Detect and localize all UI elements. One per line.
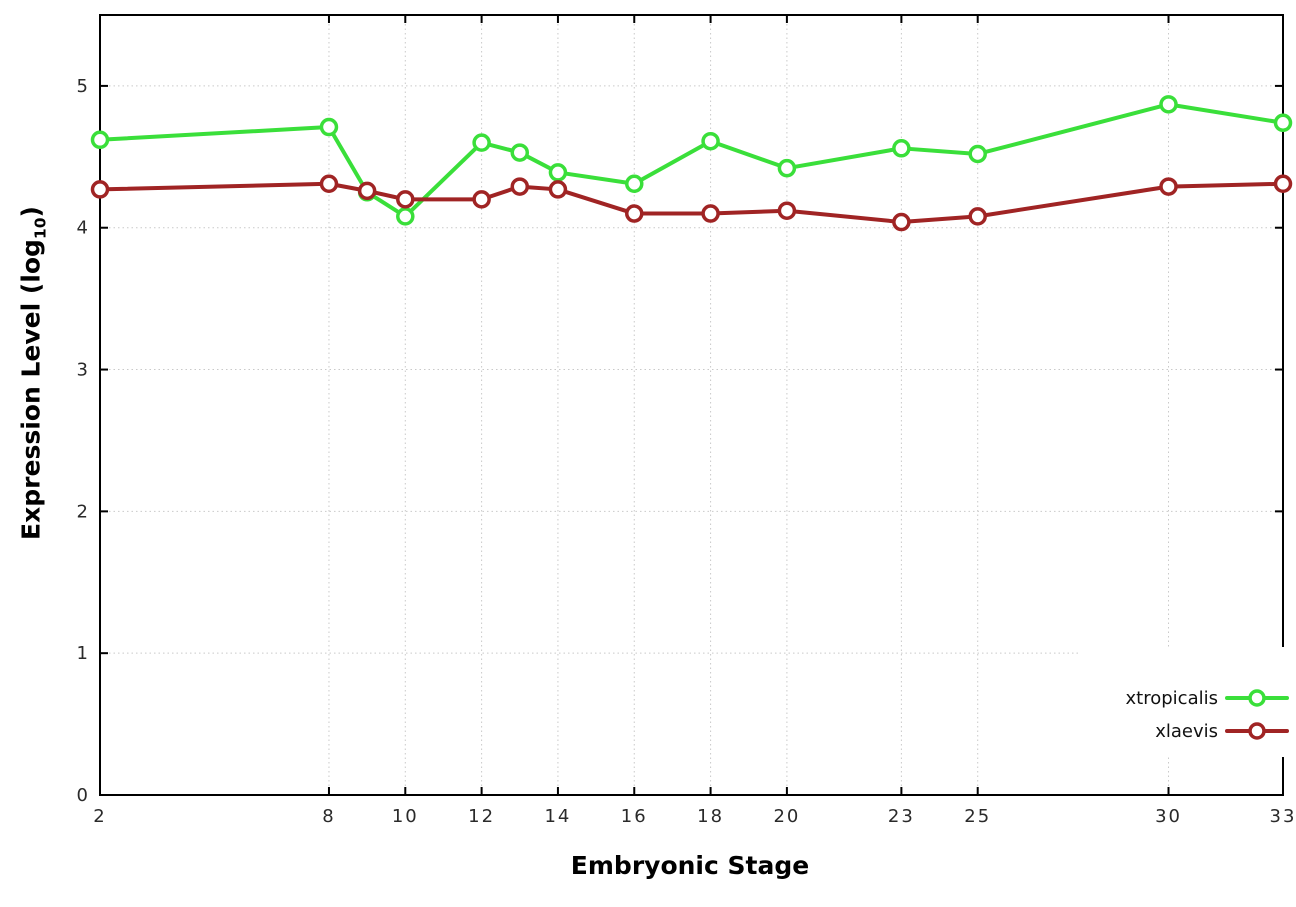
svg-text:16: 16 [621,806,648,827]
y-axis-label-text: Expression Level (log [16,239,46,540]
y-axis-label-close: ) [16,206,46,218]
svg-text:5: 5 [77,76,88,97]
svg-text:12: 12 [468,806,495,827]
svg-text:14: 14 [544,806,571,827]
x-axis-label: Embryonic Stage [570,851,810,880]
svg-text:23: 23 [888,806,915,827]
legend-line-marker-xlaevis [1225,722,1289,740]
svg-text:1: 1 [77,643,88,664]
svg-text:0: 0 [77,785,88,806]
svg-text:4: 4 [77,218,88,239]
legend: xtropicalis xlaevis [1078,647,1291,757]
legend-item-xlaevis: xlaevis [1155,720,1289,742]
legend-label-xtropicalis: xtropicalis [1125,687,1218,709]
legend-item-xtropicalis: xtropicalis [1126,687,1289,709]
svg-text:20: 20 [773,806,800,827]
svg-text:30: 30 [1155,806,1182,827]
svg-text:8: 8 [322,806,335,827]
svg-text:33: 33 [1270,806,1296,827]
legend-line-marker-xtropicalis [1225,689,1289,707]
svg-text:10: 10 [392,806,419,827]
legend-label-xlaevis: xlaevis [1155,720,1218,742]
svg-text:2: 2 [77,501,88,522]
svg-text:2: 2 [93,806,106,827]
svg-text:25: 25 [964,806,991,827]
svg-text:18: 18 [697,806,724,827]
y-axis-label-subscript: 10 [31,217,50,240]
y-axis-label: Expression Level (log10) [17,206,50,540]
svg-text:3: 3 [77,360,88,381]
